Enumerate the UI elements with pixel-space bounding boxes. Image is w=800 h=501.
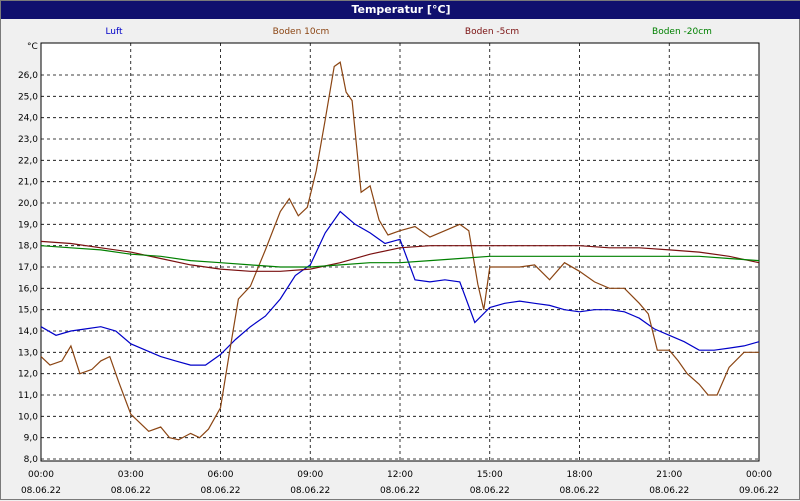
legend-entry: Boden 10cm xyxy=(273,27,330,37)
legend-entry: Boden -20cm xyxy=(652,27,712,37)
x-tick-date: 08.06.22 xyxy=(470,486,510,496)
series-lines xyxy=(40,61,760,441)
x-tick-time: 18:00 xyxy=(567,470,593,480)
x-tick-time: 00:00 xyxy=(746,470,772,480)
y-tick-label: 21,0 xyxy=(18,178,38,188)
y-tick-label: 22,0 xyxy=(18,156,38,166)
y-tick-label: 11,0 xyxy=(18,391,38,401)
x-tick-date: 09.06.22 xyxy=(739,486,779,496)
y-tick-label: 9,0 xyxy=(24,434,39,444)
x-tick-date: 08.06.22 xyxy=(290,486,330,496)
x-tick-time: 00:00 xyxy=(28,470,54,480)
y-tick-label: 24,0 xyxy=(18,114,38,124)
x-tick-time: 09:00 xyxy=(297,470,323,480)
x-tick-date: 08.06.22 xyxy=(111,486,151,496)
legend-entry: Luft xyxy=(105,27,123,37)
x-tick-time: 15:00 xyxy=(477,470,503,480)
window-title: Temperatur [°C] xyxy=(1,1,800,19)
y-tick-label: 15,0 xyxy=(18,306,38,316)
x-tick-time: 12:00 xyxy=(387,470,413,480)
y-tick-label: 18,0 xyxy=(18,242,38,252)
x-tick-date: 08.06.22 xyxy=(380,486,420,496)
y-tick-label: 23,0 xyxy=(18,135,38,145)
y-tick-label: 16,0 xyxy=(18,284,38,294)
x-tick-date: 08.06.22 xyxy=(559,486,599,496)
x-axis-ticks: 00:00 08.06.22 03:00 08.06.22 06:00 08.06.22 0… xyxy=(21,470,779,496)
series-line xyxy=(40,61,759,441)
x-tick-date: 08.06.22 xyxy=(21,486,61,496)
y-tick-label: 10,0 xyxy=(18,412,38,422)
x-tick-time: 03:00 xyxy=(118,470,144,480)
y-tick-label: 20,0 xyxy=(18,199,38,209)
x-tick-date: 08.06.22 xyxy=(649,486,689,496)
y-tick-label: 12,0 xyxy=(18,370,38,380)
series-line xyxy=(40,240,760,272)
y-tick-label: 19,0 xyxy=(18,220,38,230)
series-line xyxy=(40,245,760,268)
y-tick-label: 8,0 xyxy=(24,455,39,465)
x-tick-date: 08.06.22 xyxy=(200,486,240,496)
grid xyxy=(41,43,759,461)
legend-entry: Boden -5cm xyxy=(465,27,519,37)
series-line xyxy=(40,210,760,366)
y-axis-ticks: 8,0 9,0 10,0 11,0 12,0 13,0 14,0 15,0 16,0 17,0 18… xyxy=(18,71,38,465)
y-tick-label: 13,0 xyxy=(18,348,38,358)
y-axis-unit: °C xyxy=(27,42,38,52)
x-tick-time: 06:00 xyxy=(208,470,234,480)
legend: Luft Boden 10cm Boden -5cm Boden -20cm xyxy=(105,27,712,37)
y-tick-label: 26,0 xyxy=(18,71,38,81)
y-tick-label: 14,0 xyxy=(18,327,38,337)
y-tick-label: 17,0 xyxy=(18,263,38,273)
x-tick-time: 21:00 xyxy=(656,470,682,480)
y-tick-label: 25,0 xyxy=(18,92,38,102)
